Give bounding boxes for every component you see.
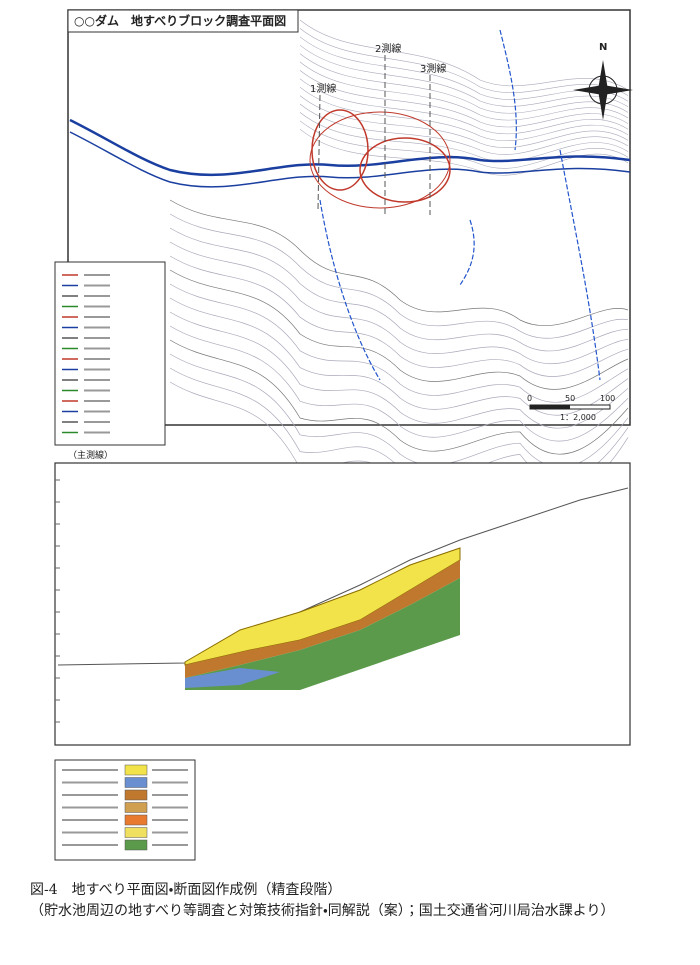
contour <box>299 112 629 162</box>
contour <box>169 269 629 390</box>
scale-tick: 50 <box>565 394 575 403</box>
section-title: （主測線） <box>68 449 113 461</box>
compass-star <box>573 60 633 120</box>
slide-block <box>359 137 451 203</box>
layer-blue <box>185 668 280 688</box>
contour <box>299 86 629 141</box>
legend-swatch <box>124 827 148 838</box>
contour <box>169 325 629 442</box>
map-legend-items <box>62 274 110 434</box>
legend-swatch <box>124 764 148 776</box>
layer-brown <box>185 560 460 678</box>
survey-line-label: 3測線 <box>420 62 446 75</box>
layer-green <box>185 578 460 690</box>
north-arrow: N <box>573 42 633 120</box>
river-bank <box>69 131 631 188</box>
contour <box>299 103 629 155</box>
legend-swatch <box>124 789 148 801</box>
contour <box>299 120 629 169</box>
contour <box>169 241 629 365</box>
contour <box>169 213 629 339</box>
slide-block <box>309 111 451 209</box>
slide-block <box>311 109 369 191</box>
figure-number: 図-4 <box>30 882 58 898</box>
legend-swatch <box>124 814 148 826</box>
survey-line <box>317 94 321 211</box>
contour <box>299 78 629 135</box>
contour <box>299 53 629 114</box>
contour <box>169 339 629 455</box>
legend-swatch <box>124 802 148 813</box>
survey-line-label: 2測線 <box>375 42 401 55</box>
scale-tick: 100 <box>600 394 615 403</box>
caption-source: （貯水池周辺の地すべり等調査と対策技術指針・同解説（案）；国土交通省河川局治水課… <box>30 903 615 919</box>
contours <box>169 19 629 494</box>
scale-bar: 0 50 100 1：2,000 <box>527 394 615 422</box>
contour <box>169 283 629 403</box>
contour <box>299 61 629 121</box>
contour <box>299 44 629 108</box>
contour <box>169 199 629 326</box>
scale-tick: 0 <box>527 394 532 403</box>
map-legend <box>54 261 166 446</box>
survey-line-label: 1測線 <box>310 82 336 95</box>
map-title-box <box>67 9 299 33</box>
caption-text: 地すべり平面図・断面図作成例（精査段階） <box>71 882 342 898</box>
contour <box>169 311 629 429</box>
legend-swatch <box>124 839 148 851</box>
section-legend-items <box>62 764 188 851</box>
contour <box>299 28 629 96</box>
contour <box>299 70 629 128</box>
figure: ○○ダム 地すべりブロック調査平面図 1測線 2測線 3測線 N 0 50 10… <box>54 9 633 861</box>
map-title: ○○ダム 地すべりブロック調査平面図 <box>74 13 286 28</box>
river <box>69 118 631 177</box>
contour <box>169 297 629 416</box>
section-grid <box>55 479 60 723</box>
contour <box>299 95 629 148</box>
north-label: N <box>599 42 607 53</box>
scale-bar-fill <box>530 405 570 409</box>
caption: 図-4 地すべり平面図・断面図作成例（精査段階） （貯水池周辺の地すべり等調査と… <box>30 880 680 922</box>
contour <box>169 227 629 352</box>
contour <box>169 255 629 377</box>
contour <box>299 19 629 91</box>
scale-label: 1：2,000 <box>560 413 596 422</box>
legend-swatch <box>124 777 148 788</box>
